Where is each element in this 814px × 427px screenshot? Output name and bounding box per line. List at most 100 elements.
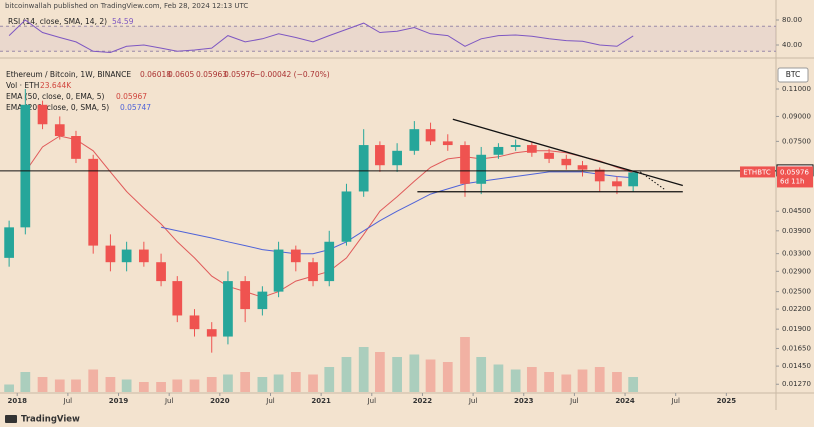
volume-bar <box>544 372 554 392</box>
volume-bar <box>4 384 14 392</box>
x-tick-label: 2024 <box>615 397 635 405</box>
brand-logo <box>5 415 17 423</box>
volume-bar <box>375 352 385 392</box>
volume-bar <box>54 379 65 392</box>
y-tick-label: 0.09000 <box>782 112 811 120</box>
candle-body <box>240 281 251 310</box>
countdown: 6d 11h <box>780 177 804 185</box>
y-tick-label: 0.01650 <box>782 344 811 352</box>
x-tick-label: Jul <box>367 397 377 405</box>
candle-body <box>206 329 217 337</box>
candle-body <box>172 281 183 316</box>
ohlc-close: 0.05976 <box>224 70 255 79</box>
rsi-tick-label: 40.00 <box>782 41 802 49</box>
x-tick-label: Jul <box>265 397 275 405</box>
volume-bar <box>493 364 504 392</box>
candle-body <box>37 104 48 125</box>
candle-body <box>544 152 554 159</box>
ema200-name: EMA (200, close, 0, SMA, 5) <box>6 103 109 112</box>
candle-body <box>425 129 436 142</box>
volume-bar <box>409 354 420 392</box>
candle-body <box>375 145 385 166</box>
volume-bar <box>138 382 149 392</box>
ohlc-change: −0.00042 (−0.70%) <box>254 70 330 79</box>
x-tick-label: Jul <box>468 397 478 405</box>
volume-bar <box>510 369 521 392</box>
volume-bar <box>612 372 622 392</box>
y-tick-label: 0.01900 <box>782 325 811 333</box>
x-tick-label: 2020 <box>210 397 230 405</box>
published: bitcoinwallah published on TradingView.c… <box>5 2 248 10</box>
volume-bar <box>37 377 48 392</box>
candle-body <box>577 165 588 170</box>
candle-body <box>409 129 420 151</box>
rsi-line <box>8 19 634 54</box>
volume-bar <box>189 379 200 392</box>
currency[interactable]: BTC <box>786 70 801 79</box>
brand-name: TradingView <box>21 415 80 425</box>
candle-body <box>308 262 318 282</box>
volume-bar <box>442 362 453 392</box>
rsi-tick-label: 80.00 <box>782 16 802 24</box>
y-tick-label: 0.03900 <box>782 227 811 235</box>
ohlc-legend: 0.06018 0.0605 0.05963 0.05976 −0.00042 … <box>140 70 330 79</box>
volume-bar <box>88 369 99 392</box>
volume-label: Vol · ETH <box>6 81 39 90</box>
candle-body <box>273 249 284 292</box>
x-tick-label: 2021 <box>311 397 331 405</box>
moving-average <box>160 171 634 255</box>
x-tick-label: 2019 <box>109 397 129 405</box>
volume-bar <box>526 367 537 392</box>
candle-body <box>594 169 605 182</box>
candle-body <box>20 104 31 228</box>
volume-bar <box>290 372 301 392</box>
ticker-label: ETHBTC <box>743 168 771 176</box>
volume-bar <box>594 367 605 392</box>
volume-bar <box>561 374 572 392</box>
volume-bar <box>358 347 369 392</box>
volume-bar <box>105 377 116 392</box>
y-tick-label: 0.01270 <box>782 380 811 388</box>
y-tick-label: 0.02200 <box>782 305 811 313</box>
volume-bar <box>223 374 233 392</box>
candle-body <box>71 136 81 159</box>
y-tick-label: 0.07500 <box>782 137 811 145</box>
rsi-name: RSI (14, close, SMA, 14, 2) <box>8 17 107 26</box>
volume-value: 23.644K <box>40 81 72 90</box>
candle-body <box>628 172 639 187</box>
candle-body <box>105 245 116 263</box>
candle-body <box>54 124 65 137</box>
candle-body <box>156 262 166 282</box>
y-tick-label: 0.04500 <box>782 207 811 215</box>
volume-bar <box>628 377 639 392</box>
volume-bar <box>425 359 436 392</box>
candle-body <box>510 145 521 147</box>
x-tick-label: 2022 <box>413 397 433 405</box>
volume-bar <box>240 372 251 392</box>
y-tick-label: 0.03300 <box>782 250 811 258</box>
candle-body <box>138 249 149 263</box>
y-tick-label: 0.01450 <box>782 362 811 370</box>
x-tick-label: Jul <box>670 397 680 405</box>
volume-bar <box>476 357 487 392</box>
price-label: 0.05976 <box>780 168 809 176</box>
x-tick-label: Jul <box>63 397 73 405</box>
candle-body <box>526 145 537 153</box>
candle-body <box>257 291 268 310</box>
y-tick-label: 0.02900 <box>782 267 811 275</box>
candle-body <box>493 146 504 155</box>
volume-bar <box>206 377 217 392</box>
ema200-last: 0.05747 <box>120 103 151 112</box>
ema50-name: EMA (50, close, 0, EMA, 5) <box>6 92 104 101</box>
x-tick-label: Jul <box>164 397 174 405</box>
volume-bar <box>172 379 183 392</box>
candle-body <box>392 150 402 166</box>
rsi-band-fill <box>0 26 776 52</box>
currency-box[interactable] <box>777 67 809 83</box>
ticker-box <box>740 166 775 178</box>
candle-body <box>324 241 335 282</box>
candle-body <box>121 249 132 263</box>
candle-body <box>290 249 301 263</box>
volume-bar <box>273 374 284 392</box>
